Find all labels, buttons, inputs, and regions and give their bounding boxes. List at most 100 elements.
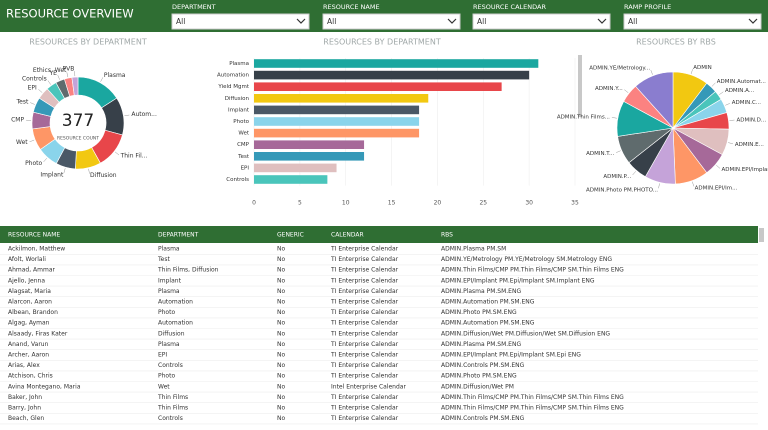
table-cell: Anand, Varun <box>8 341 49 348</box>
table-cell: No <box>277 362 285 369</box>
slice-label: ADMIN.Automat... <box>717 79 766 85</box>
leader-line <box>114 151 120 156</box>
table-cell: No <box>277 352 285 359</box>
table-cell: No <box>277 309 285 316</box>
leader-line <box>729 119 735 121</box>
table-cell: Algag, Ayman <box>8 320 50 327</box>
filter-value: All <box>628 17 637 26</box>
dropdown-chevron <box>748 18 758 24</box>
leader-line <box>690 69 693 75</box>
table-cell: No <box>277 246 285 253</box>
slice-label: Photo <box>25 160 42 167</box>
bar <box>254 175 328 184</box>
bar <box>254 94 429 103</box>
bar <box>254 105 420 115</box>
table-cell: Thin Films <box>157 394 188 401</box>
slice-label: ADMIN.T... <box>586 151 614 157</box>
dropdown-chevron <box>447 18 457 24</box>
x-tick-label: 25 <box>479 200 487 207</box>
leader-line <box>57 75 60 80</box>
table-cell: Plasma <box>158 246 180 253</box>
x-tick-label: 5 <box>298 200 302 207</box>
slice-label: ADMIN.P... <box>603 174 631 180</box>
table-cell: No <box>277 288 285 295</box>
table-cell: Ahmad, Ammar <box>8 267 56 274</box>
table-cell: ADMIN.Automation PM.SM.ENG <box>441 320 535 327</box>
bar <box>254 152 365 161</box>
table-cell: ADMIN.Photo PM.SM.ENG <box>441 373 517 380</box>
column-header: CALENDAR <box>331 232 364 239</box>
slice-label: Implant <box>40 171 64 178</box>
table-cell: Intel Enterprise Calendar <box>331 383 406 390</box>
bar <box>254 163 337 173</box>
bar <box>254 128 420 138</box>
slice-label: ADMIN <box>693 65 711 71</box>
bar <box>254 59 539 68</box>
table-cell: TI Enterprise Calendar <box>330 415 399 422</box>
table-scrollbar[interactable] <box>759 228 764 242</box>
table-cell: Wet <box>158 383 170 390</box>
slice <box>635 71 674 129</box>
leader-line <box>725 103 730 106</box>
table-cell: Test <box>157 256 170 263</box>
leader-line <box>30 102 35 105</box>
table-cell: No <box>277 373 285 380</box>
slice-label: Diffusion <box>90 172 117 179</box>
filter-dropdown[interactable] <box>623 13 762 30</box>
y-tick-label: Controls <box>226 177 249 183</box>
table-cell: Diffusion <box>158 330 185 337</box>
y-tick-label: Yield Mgmt <box>217 84 249 90</box>
slice-label: Autom... <box>131 111 157 118</box>
table-cell: Atchison, Chris <box>8 373 53 380</box>
table-cell: ADMIN.Photo PM.SM.ENG <box>441 309 517 316</box>
table-cell: No <box>277 299 285 306</box>
filter-label: RAMP PROFILE <box>624 3 671 11</box>
slice-label: ADMIN.E... <box>735 142 764 148</box>
y-tick-label: Diffusion <box>225 96 250 102</box>
table-cell: No <box>277 405 285 412</box>
x-tick-label: 10 <box>342 200 350 207</box>
table-cell: Thin Films <box>157 405 188 412</box>
table-cell: ADMIN.EPI/Implant PM.Epi/Implant SM.Impl… <box>441 277 595 284</box>
leader-line <box>88 168 90 174</box>
leader-line <box>66 72 69 78</box>
filter-dropdown[interactable] <box>322 13 461 30</box>
table-cell: Alsaady, Firas Kater <box>8 330 68 337</box>
leader-line <box>650 70 653 75</box>
table-cell: TI Enterprise Calendar <box>330 299 399 306</box>
leader-line <box>719 91 724 95</box>
table-cell: ADMIN.Plasma PM.SM <box>441 246 506 253</box>
column-header: DEPARTMENT <box>158 232 199 239</box>
table-cell: Avina Montegano, Maria <box>8 383 81 390</box>
table-cell: TI Enterprise Calendar <box>330 394 399 401</box>
table-cell: Archer, Aaron <box>8 352 49 359</box>
chart-scrollbar[interactable] <box>578 55 582 117</box>
table-cell: ADMIN.YE/Metrology PM.YE/Metrology SM.Me… <box>441 256 612 263</box>
table-cell: TI Enterprise Calendar <box>330 341 399 348</box>
filter-dropdown[interactable] <box>171 13 310 30</box>
table-cell: Automation <box>158 299 193 306</box>
center-label: RESOURCE COUNT <box>57 136 99 142</box>
slice-label: YE <box>49 70 58 77</box>
table-cell: ADMIN.Thin Films/CMP PM.Thin Films/CMP S… <box>441 267 624 274</box>
bar <box>254 70 530 80</box>
leader-line <box>728 142 734 145</box>
y-tick-label: Wet <box>238 131 249 137</box>
column-header: RBS <box>441 232 453 239</box>
table-cell: Photo <box>158 309 175 316</box>
filter-dropdown[interactable] <box>472 13 611 30</box>
filter-label: RESOURCE NAME <box>323 3 380 11</box>
table-cell: TI Enterprise Calendar <box>330 288 399 295</box>
slice-label: Controls <box>22 75 47 82</box>
slice-label: Thin Fil... <box>120 153 148 160</box>
leader-line <box>624 89 629 93</box>
table-cell: No <box>277 267 285 274</box>
table-cell: No <box>277 330 285 337</box>
chart-title: RESOURCES BY DEPARTMENT <box>29 38 147 47</box>
chart-title: RESOURCES BY DEPARTMENT <box>323 38 441 47</box>
leader-line <box>63 168 66 174</box>
table-cell: Automation <box>158 320 193 327</box>
table-cell: TI Enterprise Calendar <box>330 246 399 253</box>
filter-value: All <box>327 17 336 26</box>
